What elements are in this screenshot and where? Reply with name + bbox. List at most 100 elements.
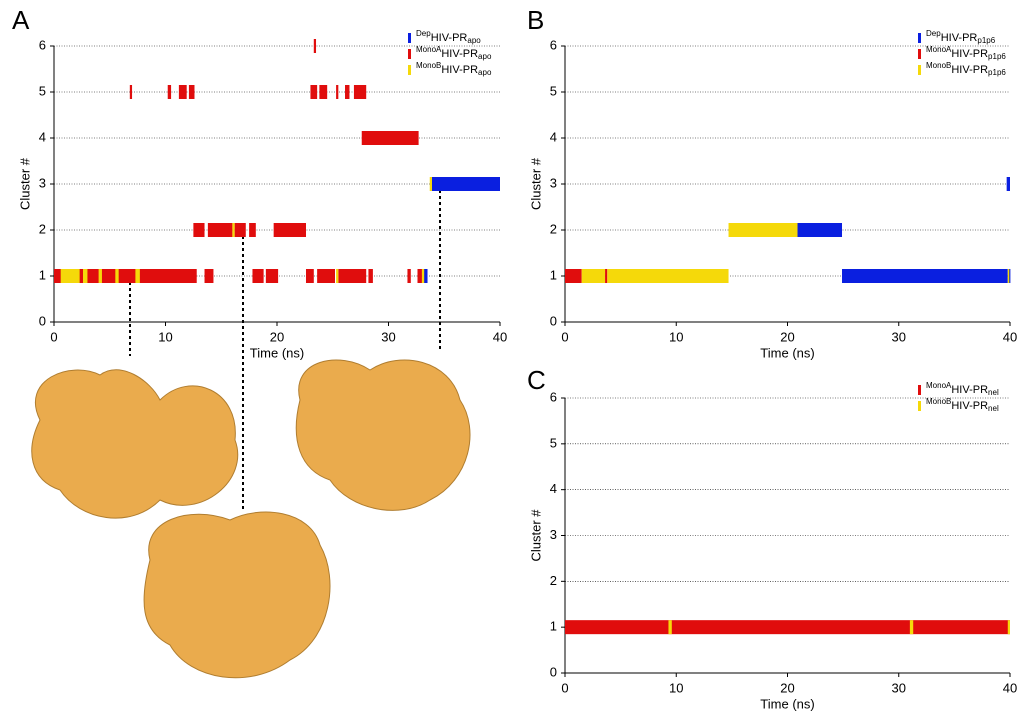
legend-sup: Dep — [926, 29, 941, 38]
segment — [179, 85, 187, 99]
legend-sub: nel — [988, 388, 999, 397]
y-tick-label: 5 — [550, 83, 557, 98]
segment — [1007, 177, 1010, 191]
y-tick-label: 0 — [550, 664, 557, 679]
legend-sub: nel — [988, 404, 999, 413]
segment — [314, 39, 316, 53]
y-tick-label: 2 — [550, 573, 557, 588]
segment — [232, 223, 234, 237]
y-axis-label: Cluster # — [528, 157, 543, 210]
legend-text: HIV-PR — [941, 32, 978, 44]
y-axis-label: Cluster # — [528, 509, 543, 562]
segment — [252, 269, 263, 283]
segment — [266, 269, 278, 283]
legend-text: HIV-PR — [441, 48, 478, 60]
segment — [432, 177, 500, 191]
panel-label: A — [12, 5, 30, 35]
x-tick-label: 40 — [1003, 680, 1017, 695]
segment — [345, 85, 349, 99]
segment — [354, 85, 366, 99]
segment — [208, 223, 233, 237]
x-tick-label: 30 — [892, 329, 906, 344]
legend-text: HIV-PR — [431, 32, 468, 44]
segment — [668, 620, 671, 634]
segment — [565, 269, 582, 283]
y-tick-label: 0 — [39, 313, 46, 328]
y-tick-label: 4 — [550, 129, 557, 144]
y-tick-label: 6 — [550, 37, 557, 52]
segment — [798, 223, 843, 237]
segment — [910, 620, 913, 634]
y-tick-label: 1 — [550, 619, 557, 634]
legend-sup: MonoB — [416, 61, 441, 70]
protein-structures — [32, 360, 470, 678]
panel-label: B — [527, 5, 544, 35]
legend-sub: p1p6 — [988, 52, 1006, 61]
y-tick-label: 2 — [39, 221, 46, 236]
segment — [1008, 620, 1010, 634]
segment — [205, 269, 214, 283]
segment — [368, 269, 372, 283]
segment — [607, 269, 728, 283]
legend-sup: MonoA — [926, 381, 952, 390]
segment — [249, 223, 256, 237]
legend-swatch — [408, 33, 411, 43]
segment — [235, 223, 246, 237]
legend-text: HIV-PR — [951, 384, 988, 396]
x-axis-label: Time (ns) — [760, 345, 814, 360]
x-tick-label: 10 — [669, 329, 683, 344]
segment — [310, 85, 317, 99]
legend-swatch — [918, 401, 921, 411]
legend-sub: apo — [467, 36, 481, 45]
legend-swatch — [408, 49, 411, 59]
figure: A0123456010203040Time (ns)Cluster #DepHI… — [0, 0, 1020, 718]
legend-label: MonoAHIV-PRp1p6 — [926, 45, 1006, 61]
legend-text: HIV-PR — [951, 64, 988, 76]
segment — [565, 620, 1010, 634]
legend-label: MonoBHIV-PRapo — [416, 61, 492, 77]
legend-text: HIV-PR — [951, 400, 988, 412]
y-tick-label: 5 — [39, 83, 46, 98]
legend-sup: Dep — [416, 29, 431, 38]
segment — [338, 269, 366, 283]
legend-sub: apo — [478, 52, 492, 61]
segment — [417, 269, 421, 283]
x-tick-label: 0 — [561, 329, 568, 344]
segment — [842, 269, 1008, 283]
y-tick-label: 3 — [550, 527, 557, 542]
y-tick-label: 3 — [550, 175, 557, 190]
segment — [193, 223, 204, 237]
legend-sub: p1p6 — [977, 36, 995, 45]
segment — [407, 269, 410, 283]
x-axis-label: Time (ns) — [250, 345, 304, 360]
y-tick-label: 4 — [550, 481, 557, 496]
panel-label: C — [527, 365, 546, 395]
segment — [61, 269, 80, 283]
legend-sub: p1p6 — [988, 68, 1006, 77]
protein-right — [296, 360, 470, 510]
y-tick-label: 1 — [39, 267, 46, 282]
protein-bottom — [144, 512, 330, 678]
segment — [306, 269, 314, 283]
segment — [605, 269, 607, 283]
segment — [274, 223, 306, 237]
segment — [336, 85, 338, 99]
y-tick-label: 2 — [550, 221, 557, 236]
legend-label: MonoBHIV-PRp1p6 — [926, 61, 1006, 77]
legend-swatch — [408, 65, 411, 75]
x-tick-label: 30 — [892, 680, 906, 695]
legend-text: HIV-PR — [441, 64, 478, 76]
x-tick-label: 10 — [158, 329, 172, 344]
protein-left — [32, 370, 238, 518]
x-tick-label: 20 — [780, 680, 794, 695]
segment — [582, 269, 605, 283]
segment — [189, 85, 195, 99]
y-tick-label: 6 — [550, 389, 557, 404]
segment — [168, 85, 171, 99]
legend-swatch — [918, 385, 921, 395]
legend-sub: apo — [478, 68, 492, 77]
segment — [362, 131, 419, 145]
y-tick-label: 6 — [39, 37, 46, 52]
segment — [729, 223, 798, 237]
legend-swatch — [918, 49, 921, 59]
